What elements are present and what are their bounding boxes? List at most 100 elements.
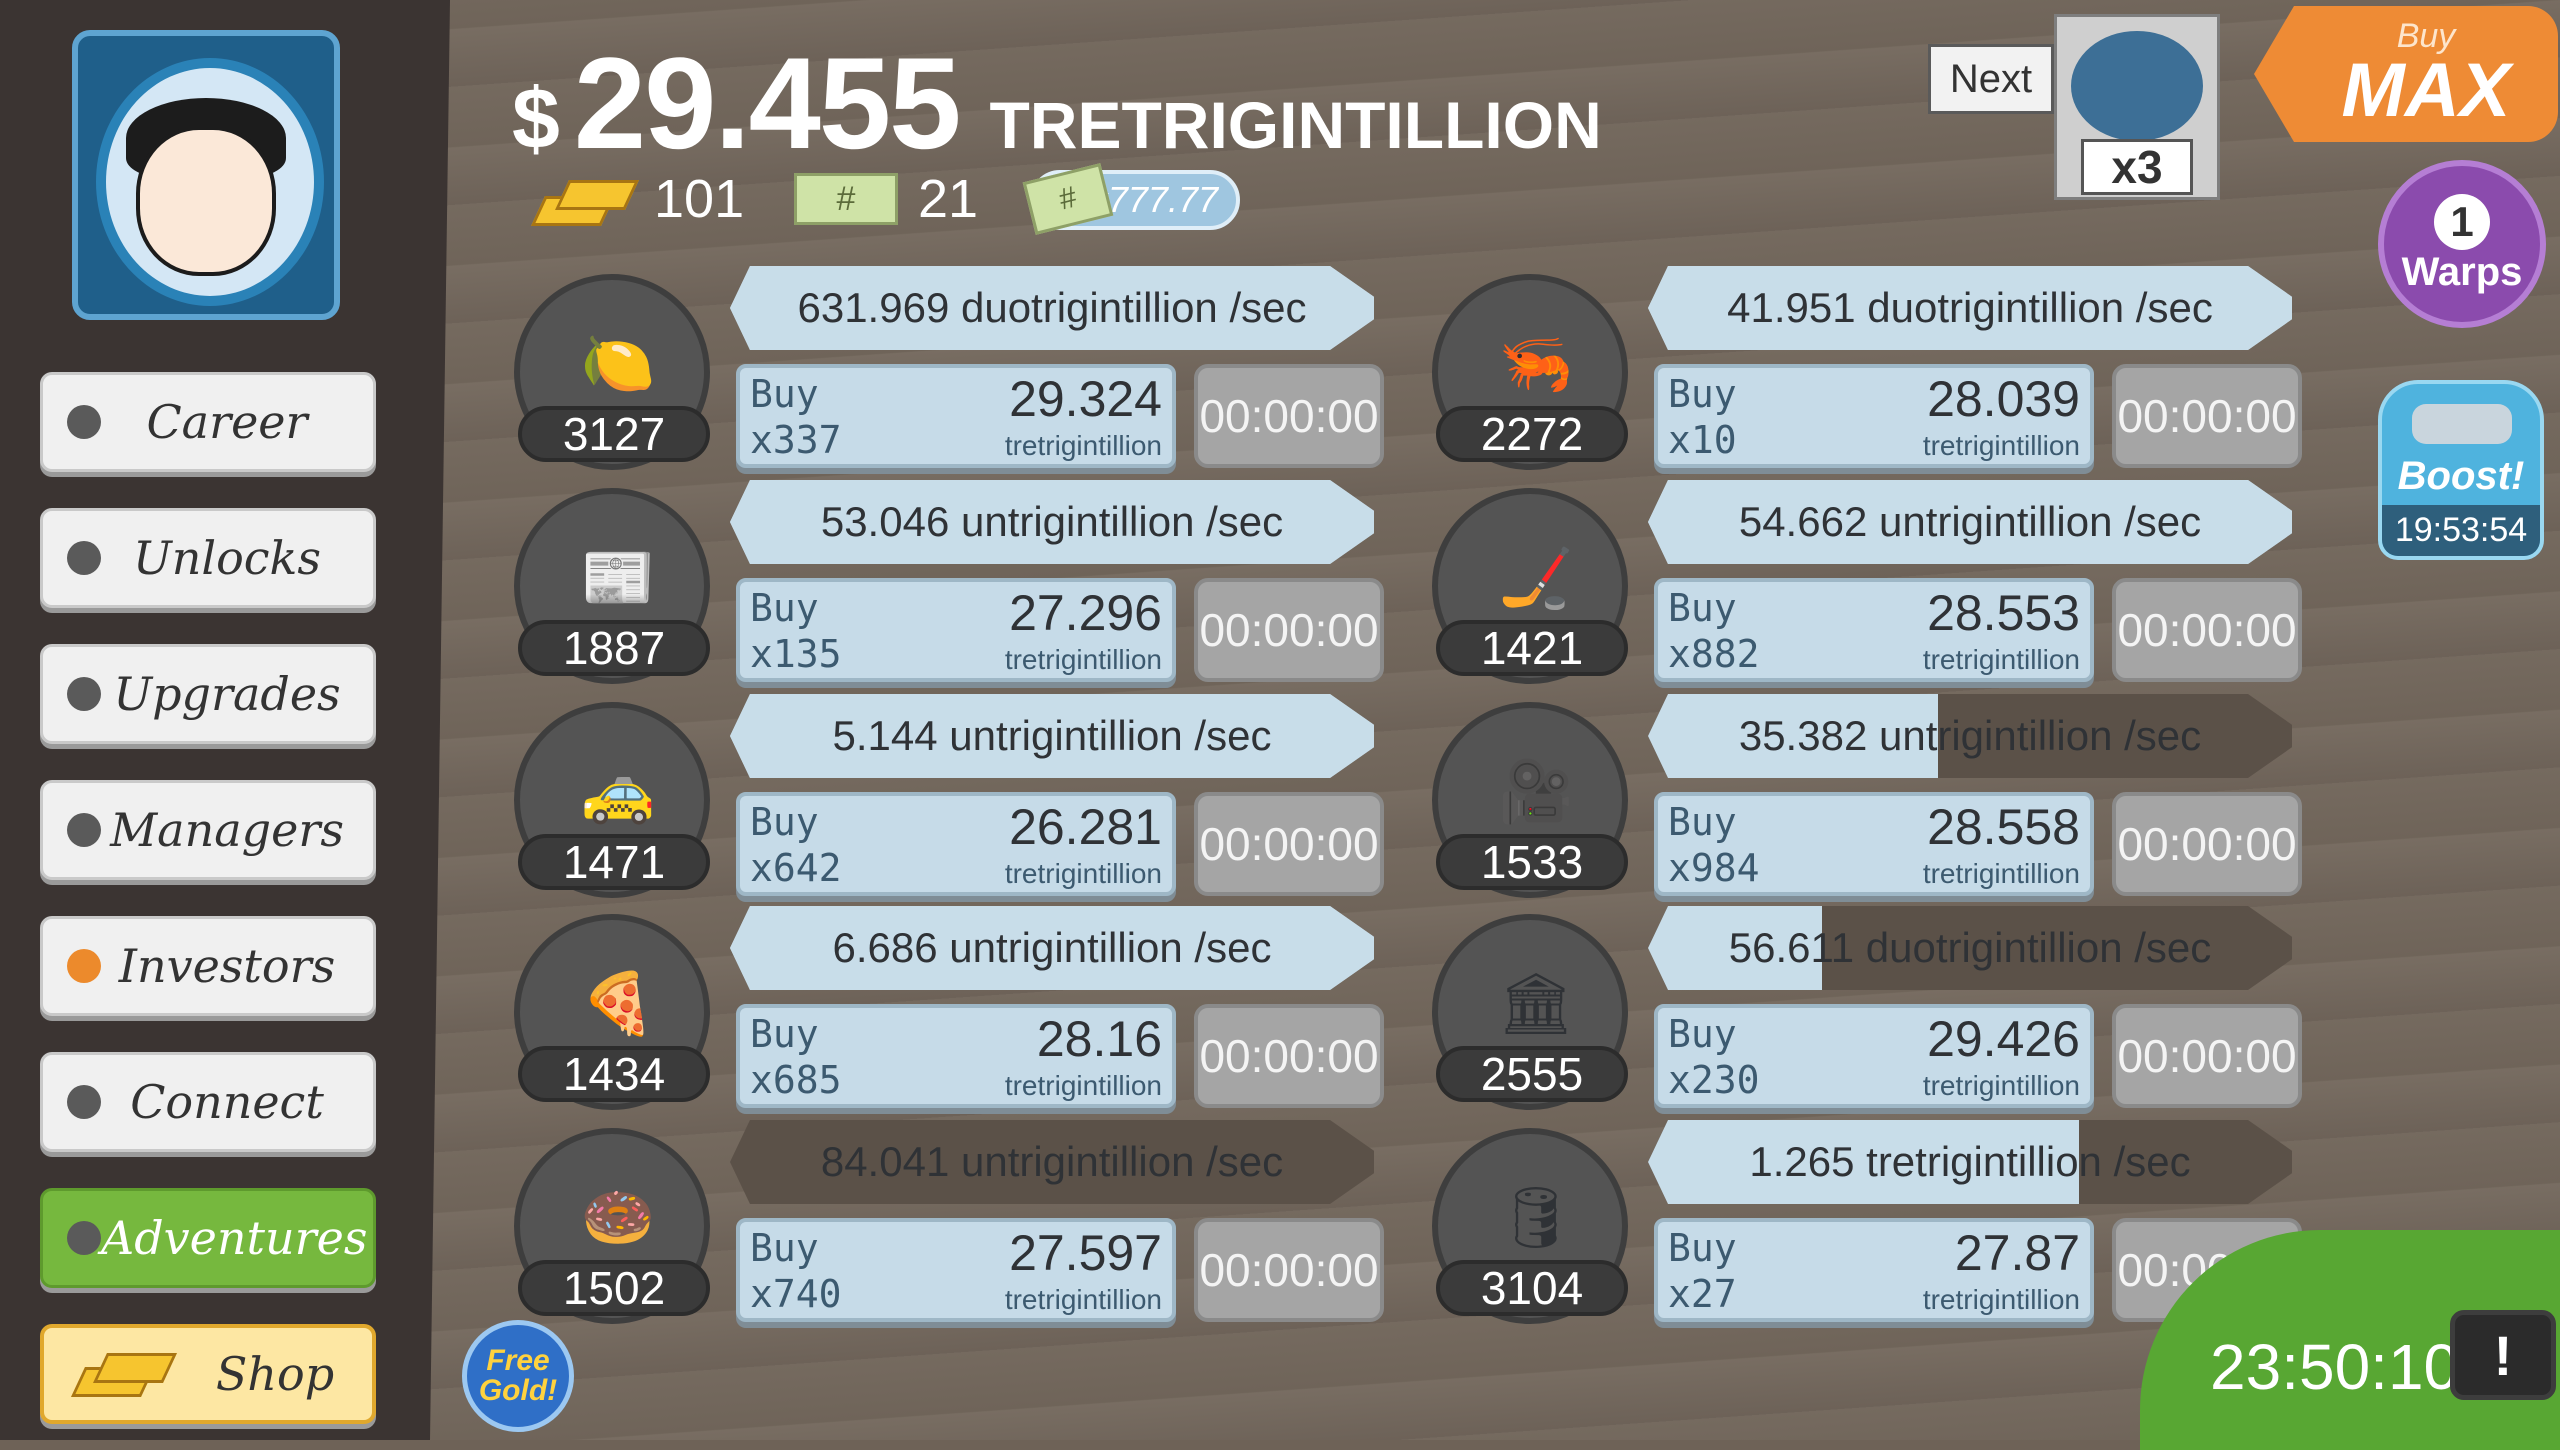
buy-max-button[interactable]: Buy MAX [2254, 6, 2558, 142]
business-lemonade: 🍋 3127 631.969 duotrigintillion /sec Buy… [514, 266, 1394, 470]
status-dot [67, 677, 101, 711]
price-unit: tretrigintillion [1922, 858, 2080, 889]
buy-button[interactable]: Buy x882 28.553 tretrigintillion [1654, 578, 2094, 682]
owned-count: 1421 [1436, 620, 1628, 676]
sidebar-item-investors[interactable]: Investors [40, 916, 376, 1016]
status-dot [67, 405, 101, 439]
sidebar-item-label: Shop [215, 1347, 335, 1401]
owned-count: 1887 [518, 620, 710, 676]
owned-count: 1533 [1436, 834, 1628, 890]
buy-button[interactable]: Buy x685 28.16 tretrigintillion [736, 1004, 1176, 1108]
newspaper-icon: 📰 [580, 543, 656, 611]
boost-button[interactable]: Boost! 19:53:54 [2378, 380, 2544, 560]
oil-rig-icon: 🛢 [1497, 1183, 1575, 1251]
price-unit: tretrigintillion [1922, 430, 2080, 461]
buy-button[interactable]: Buy x642 26.281 tretrigintillion [736, 792, 1176, 896]
player-avatar[interactable] [72, 30, 340, 320]
sidebar-item-connect[interactable]: Connect [40, 1052, 376, 1152]
owned-count: 1502 [518, 1260, 710, 1316]
profit-rate-bar[interactable]: 5.144 untrigintillion /sec [730, 694, 1374, 778]
sidebar-item-label: Investors [118, 939, 336, 993]
bank-icon: 🏛 [1497, 969, 1575, 1037]
warps-button[interactable]: 1 Warps [2378, 160, 2546, 328]
sidebar-item-upgrades[interactable]: Upgrades [40, 644, 376, 744]
tv-icon: ! [2450, 1310, 2556, 1400]
profit-rate-bar[interactable]: 41.951 duotrigintillion /sec [1648, 266, 2292, 350]
profit-rate-bar[interactable]: 35.382 untrigintillion /sec [1648, 694, 2292, 778]
sidebar-item-managers[interactable]: Managers [40, 780, 376, 880]
progress-fill [730, 480, 1374, 564]
gold-counter: 101 [530, 168, 744, 230]
sidebar-item-adventures[interactable]: Adventures [40, 1188, 376, 1288]
profit-multiplier-badge[interactable]: # x777.77 [1022, 163, 1240, 235]
progress-fill [730, 694, 1374, 778]
price-unit: tretrigintillion [1004, 1070, 1162, 1101]
buy-button[interactable]: Buy x230 29.426 tretrigintillion [1654, 1004, 2094, 1108]
hockey-icon: 🏒 [1498, 543, 1574, 611]
profit-rate-bar[interactable]: 631.969 duotrigintillion /sec [730, 266, 1374, 350]
price-unit: tretrigintillion [1922, 1070, 2080, 1101]
gold-count: 101 [654, 169, 745, 229]
buy-label: Buy [1668, 800, 1737, 844]
buy-label: Buy [1668, 372, 1737, 416]
buy-label: Buy [750, 800, 819, 844]
buy-quantity: x10 [1668, 418, 1737, 462]
buy-button[interactable]: Buy x10 28.039 tretrigintillion [1654, 364, 2094, 468]
progress-fill [1648, 694, 1938, 778]
price-unit: tretrigintillion [1004, 858, 1162, 889]
time-machine-car-icon [2412, 404, 2512, 444]
profit-rate-bar[interactable]: 56.611 duotrigintillion /sec [1648, 906, 2292, 990]
cycle-timer: 00:00:00 [1194, 578, 1384, 682]
owned-count: 2555 [1436, 1046, 1628, 1102]
next-unlock-button[interactable]: Next [1928, 44, 2054, 114]
profit-rate-bar[interactable]: 1.265 tretrigintillion /sec [1648, 1120, 2292, 1204]
status-dot [67, 813, 101, 847]
buy-button[interactable]: Buy x27 27.87 tretrigintillion [1654, 1218, 2094, 1322]
business-icon-circle[interactable]: 🏛 [1432, 914, 1628, 1110]
status-dot [67, 949, 101, 983]
owned-count: 1434 [518, 1046, 710, 1102]
free-gold-button[interactable]: Free Gold! [462, 1320, 574, 1432]
pizza-icon: 🍕 [580, 969, 656, 1037]
sidebar-item-label: Managers [110, 803, 344, 857]
sidebar-item-shop[interactable]: Shop [40, 1324, 376, 1424]
car-wash-icon: 🚕 [580, 757, 656, 825]
price-unit: tretrigintillion [1922, 1284, 2080, 1315]
profit-rate-bar[interactable]: 53.046 untrigintillion /sec [730, 480, 1374, 564]
buy-label: Buy [1668, 586, 1737, 630]
buy-button[interactable]: Buy x337 29.324 tretrigintillion [736, 364, 1176, 468]
cycle-timer: 00:00:00 [2112, 364, 2302, 468]
buy-price: 28.553 [1927, 585, 2080, 641]
buy-button[interactable]: Buy x740 27.597 tretrigintillion [736, 1218, 1176, 1322]
cycle-timer: 00:00:00 [1194, 1004, 1384, 1108]
gold-bars-icon [530, 174, 639, 226]
price-unit: tretrigintillion [1004, 1284, 1162, 1315]
profit-rate-text: 41.951 duotrigintillion /sec [1727, 284, 2213, 331]
sidebar-item-career[interactable]: Career [40, 372, 376, 472]
business-hockey: 🏒 1421 54.662 untrigintillion /sec Buy x8… [1432, 480, 2312, 684]
donut-icon: 🍩 [580, 1183, 656, 1251]
profit-rate-text: 1.265 tretrigintillion /sec [1749, 1138, 2191, 1185]
progress-fill [1648, 906, 1822, 990]
profit-rate-bar[interactable]: 84.041 untrigintillion /sec [730, 1120, 1374, 1204]
owned-count: 3127 [518, 406, 710, 462]
buy-label: Buy [750, 372, 819, 416]
sidebar-item-label: Upgrades [113, 667, 341, 721]
currency-symbol: $ [512, 71, 560, 167]
business-movie-studio: 🎥 1533 35.382 untrigintillion /sec Buy x9… [1432, 694, 2312, 898]
profit-rate-text: 84.041 untrigintillion /sec [820, 1138, 1284, 1185]
profit-rate-bar[interactable]: 6.686 untrigintillion /sec [730, 906, 1374, 990]
progress-fill [1648, 1120, 2080, 1204]
buy-label: Buy [750, 1012, 819, 1056]
progress-fill [1648, 480, 2292, 564]
buy-button[interactable]: Buy x135 27.296 tretrigintillion [736, 578, 1176, 682]
next-unlock-card[interactable]: x3 [2054, 14, 2220, 200]
buy-price: 28.16 [1036, 1011, 1162, 1067]
profit-rate-bar[interactable]: 54.662 untrigintillion /sec [1648, 480, 2292, 564]
buy-price: 28.039 [1927, 371, 2080, 427]
tv-ad-panel[interactable]: 23:50:10 ! [2140, 1230, 2560, 1450]
sidebar-item-unlocks[interactable]: Unlocks [40, 508, 376, 608]
car-wash-icon [2071, 31, 2203, 141]
owned-count: 3104 [1436, 1260, 1628, 1316]
buy-button[interactable]: Buy x984 28.558 tretrigintillion [1654, 792, 2094, 896]
